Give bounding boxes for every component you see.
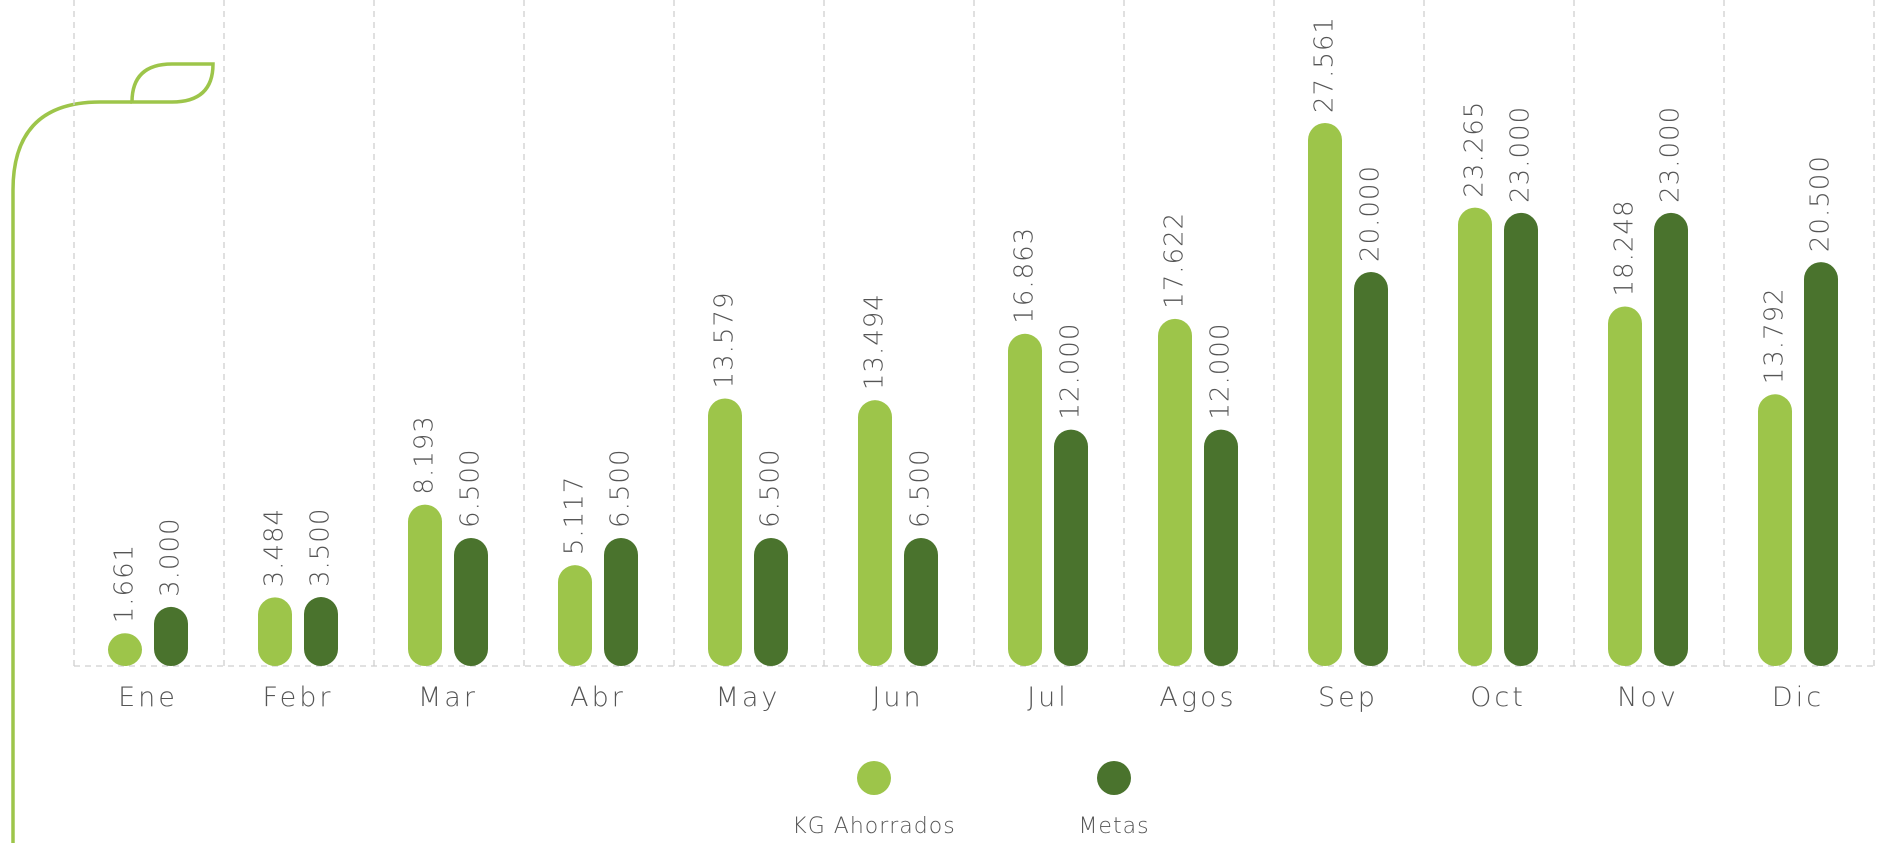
value-label: 23.265 (1460, 101, 1490, 198)
x-tick-label: Dic (1772, 682, 1824, 713)
x-tick-label: Febr (263, 682, 334, 713)
value-label: 13.792 (1760, 287, 1790, 384)
value-label: 3.000 (156, 517, 186, 596)
bar (1204, 430, 1238, 666)
x-tick-label: May (716, 682, 781, 713)
x-tick-label: Agos (1159, 682, 1236, 713)
bar (858, 400, 892, 666)
x-tick-label: Jul (1027, 682, 1069, 713)
value-label: 20.500 (1806, 155, 1836, 252)
value-label: 12.000 (1206, 323, 1236, 420)
plant-leaf (132, 64, 213, 102)
x-tick-label: Sep (1318, 682, 1378, 713)
bar (708, 398, 742, 666)
value-label: 5.117 (560, 476, 590, 555)
bar (1608, 306, 1642, 666)
legend-label: KG Ahorrados (792, 814, 955, 839)
value-label: 12.000 (1056, 323, 1086, 420)
value-label: 3.500 (306, 508, 336, 587)
bar (604, 538, 638, 666)
legend-swatch (1097, 761, 1131, 795)
x-tick-label: Ene (118, 682, 178, 713)
x-tick-label: Abr (570, 682, 626, 713)
value-label: 13.494 (860, 293, 890, 390)
x-tick-label: Mar (418, 682, 478, 713)
x-tick-label: Oct (1470, 682, 1526, 713)
legend-label: Metas (1078, 814, 1149, 839)
chart: Ene 1.661 3.000 Febr 3.484 3.500 Mar 8.193 6.500… (0, 0, 1878, 843)
value-label: 6.500 (756, 449, 786, 528)
bar (108, 633, 142, 666)
value-label: 17.622 (1160, 212, 1190, 309)
legend-swatch (857, 761, 891, 795)
bar (154, 607, 188, 666)
bar (1504, 213, 1538, 666)
value-label: 20.000 (1356, 165, 1386, 262)
bar (1308, 123, 1342, 666)
plant-stem (13, 102, 132, 843)
value-label: 6.500 (606, 449, 636, 528)
bar (558, 565, 592, 666)
bar (1054, 430, 1088, 666)
bar (258, 597, 292, 666)
bar (1008, 334, 1042, 666)
bar (454, 538, 488, 666)
value-label: 8.193 (410, 415, 440, 494)
value-label: 23.000 (1656, 106, 1686, 203)
x-tick-label: Nov (1617, 682, 1679, 713)
bar (408, 505, 442, 666)
bar (1158, 319, 1192, 666)
value-label: 23.000 (1506, 106, 1536, 203)
value-label: 16.863 (1010, 227, 1040, 324)
bar (1758, 394, 1792, 666)
bar (1354, 272, 1388, 666)
bar (1804, 262, 1838, 666)
value-label: 27.561 (1310, 16, 1340, 113)
value-label: 6.500 (906, 449, 936, 528)
bar (1458, 208, 1492, 666)
bar (754, 538, 788, 666)
bar (304, 597, 338, 666)
value-label: 1.661 (110, 544, 140, 623)
value-label: 6.500 (456, 449, 486, 528)
value-label: 18.248 (1610, 199, 1640, 296)
bar (904, 538, 938, 666)
x-tick-label: Jun (872, 682, 923, 713)
bar (1654, 213, 1688, 666)
value-label: 13.579 (710, 291, 740, 388)
page: {"chart_data": {"type": "bar", "categori… (0, 0, 1878, 843)
value-label: 3.484 (260, 508, 290, 587)
